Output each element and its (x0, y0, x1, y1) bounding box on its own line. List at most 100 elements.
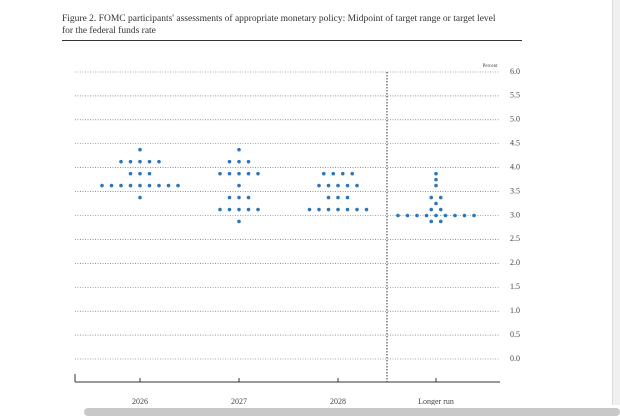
dot (434, 183, 438, 188)
dot (453, 213, 457, 218)
x-tick-label: 2028 (330, 397, 346, 405)
dot (237, 159, 241, 164)
dot (462, 213, 467, 218)
dot (345, 183, 350, 188)
dot (429, 207, 434, 212)
dot (336, 207, 340, 212)
dot (317, 207, 321, 212)
dot (237, 219, 241, 224)
dot (138, 147, 142, 152)
dot (438, 207, 443, 212)
dot (218, 207, 222, 212)
chart: Percent 0.0 0.5 1.0 1.5 2.0 2.5 3.0 3.5 4.0 4.5 5.… (74, 64, 520, 405)
scrollbar[interactable] (84, 408, 620, 416)
x-tick-label: Longer run (418, 397, 454, 405)
y-tick-label: 2.5 (510, 234, 520, 243)
dot (336, 183, 340, 188)
y-tick-label: 5.0 (510, 115, 520, 124)
dot (364, 207, 369, 212)
dot (256, 171, 260, 176)
y-tick-label: 4.0 (510, 162, 520, 171)
dot (434, 171, 438, 176)
dot (246, 207, 251, 212)
dot (415, 213, 419, 218)
y-axis-label: Percent (483, 64, 499, 69)
chart-title: Figure 2. FOMC participants' assessments… (62, 14, 496, 36)
dot (438, 195, 443, 200)
dot (434, 201, 438, 206)
dot (237, 195, 241, 200)
dot (138, 159, 142, 164)
x-tick-label: 2026 (132, 397, 148, 405)
dot (355, 207, 359, 212)
dot (317, 183, 321, 188)
y-tick-label: 2.0 (510, 258, 520, 267)
dot (138, 183, 142, 188)
dot (424, 213, 429, 218)
dot (176, 183, 180, 188)
y-tick-label: 1.0 (510, 306, 520, 315)
dot (166, 183, 171, 188)
y-tick-label: 1.5 (510, 282, 520, 291)
dot (438, 219, 443, 224)
dot (147, 171, 152, 176)
dot (472, 213, 476, 218)
dot (100, 183, 104, 188)
dot (336, 195, 340, 200)
dot (128, 183, 133, 188)
dot (237, 183, 241, 188)
dot (434, 213, 438, 218)
dot (350, 171, 355, 176)
x-tick-label: 2027 (231, 397, 247, 405)
dot (119, 183, 123, 188)
y-tick-label: 5.5 (510, 91, 520, 100)
dot (355, 183, 359, 188)
dot (227, 207, 232, 212)
dot (405, 213, 410, 218)
dot (307, 207, 312, 212)
page-edge (612, 0, 620, 405)
y-tick-label: 3.5 (510, 186, 520, 195)
dot (345, 207, 350, 212)
y-tick-label: 0.0 (510, 354, 520, 363)
dot (340, 171, 345, 176)
y-tick-label: 3.0 (510, 210, 520, 219)
dot (218, 171, 222, 176)
dot (326, 183, 331, 188)
dot (396, 213, 400, 218)
dot (237, 171, 241, 176)
dot (321, 171, 326, 176)
dot (246, 195, 251, 200)
dot (147, 183, 152, 188)
dot (331, 171, 336, 176)
dot (128, 171, 133, 176)
y-tick-label: 6.0 (510, 67, 520, 76)
dot (157, 183, 161, 188)
dot (128, 159, 133, 164)
dot (227, 171, 232, 176)
dot (326, 207, 331, 212)
dot (443, 213, 448, 218)
dot (138, 171, 142, 176)
dot (119, 159, 123, 164)
dot (227, 159, 232, 164)
dot (246, 171, 251, 176)
dot (237, 207, 241, 212)
dot (345, 195, 350, 200)
dot (237, 147, 241, 152)
dot (147, 159, 152, 164)
y-tick-label: 0.5 (510, 330, 520, 339)
dot (227, 195, 232, 200)
dot (326, 195, 331, 200)
y-tick-label: 4.5 (510, 139, 520, 148)
dot (109, 183, 114, 188)
dot (429, 195, 434, 200)
dot (157, 159, 161, 164)
title-rule (62, 40, 522, 41)
dot (434, 177, 438, 182)
dot (138, 195, 142, 200)
dot (429, 219, 434, 224)
dot (256, 207, 260, 212)
dot (246, 159, 251, 164)
